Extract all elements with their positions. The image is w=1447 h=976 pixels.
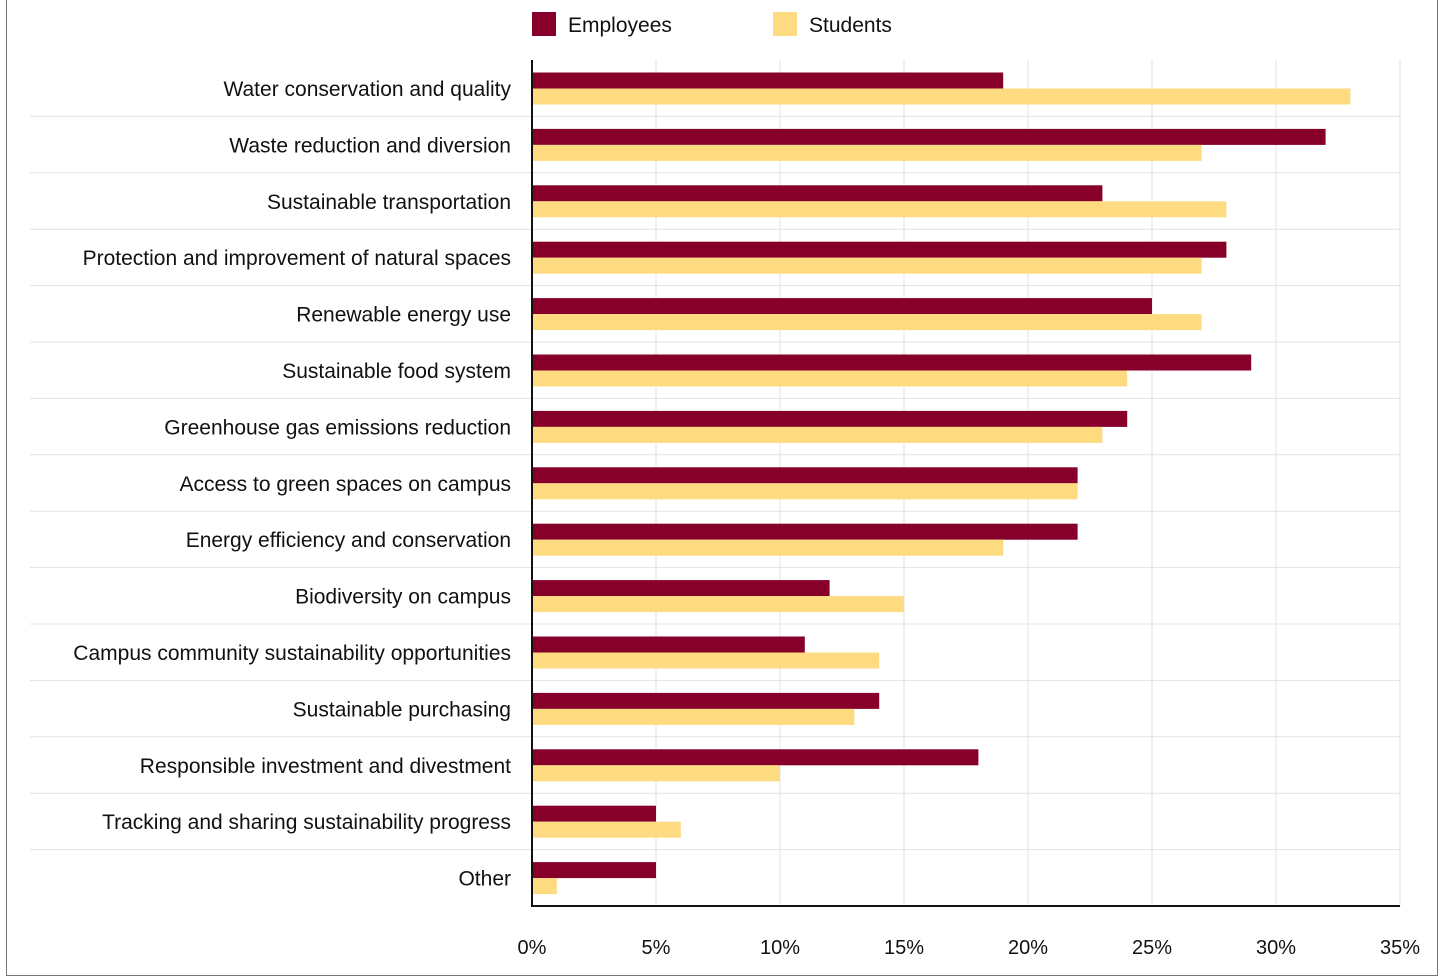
category-label: Campus community sustainability opportun… — [73, 642, 511, 665]
bar-students — [532, 652, 880, 669]
bar-students — [532, 765, 780, 782]
bar-students — [532, 201, 1227, 218]
legend-swatch — [532, 12, 556, 36]
bar-students — [532, 144, 1202, 161]
x-tick-label: 0% — [518, 937, 547, 959]
category-label: Tracking and sharing sustainability prog… — [102, 811, 511, 834]
x-tick-label: 15% — [884, 937, 924, 959]
category-labels: Water conservation and quality Waste redu… — [73, 78, 511, 891]
bar-employees — [532, 862, 656, 879]
bar-students — [532, 88, 1351, 105]
axes — [531, 60, 1400, 907]
bar-employees — [532, 72, 1004, 89]
category-label: Access to green spaces on campus — [179, 473, 511, 496]
x-tick-label: 30% — [1256, 937, 1296, 959]
bar-employees — [532, 805, 656, 822]
bar-employees — [532, 580, 830, 597]
bar-employees — [532, 467, 1078, 484]
x-tick-labels: 0% 5% 10% 15% 20% 25% 30% 35% — [518, 937, 1421, 959]
legend-label: Students — [809, 14, 892, 37]
bar-students — [532, 708, 855, 725]
category-label: Sustainable purchasing — [293, 698, 511, 721]
bar-employees — [532, 636, 805, 653]
category-label: Protection and improvement of natural sp… — [83, 247, 511, 270]
category-label: Waste reduction and diversion — [229, 134, 511, 157]
bar-employees — [532, 354, 1252, 371]
row-separators — [30, 115, 1400, 851]
bar-employees — [532, 749, 979, 766]
category-label: Responsible investment and divestment — [140, 755, 511, 778]
x-tick-label: 10% — [760, 937, 800, 959]
bar-students — [532, 878, 557, 895]
bar-students — [532, 821, 681, 838]
category-label: Sustainable transportation — [267, 191, 511, 214]
bar-employees — [532, 298, 1152, 315]
bar-students — [532, 483, 1078, 500]
x-tick-label: 35% — [1380, 937, 1420, 959]
category-label: Energy efficiency and conservation — [186, 529, 511, 552]
bar-employees — [532, 523, 1078, 540]
category-label: Greenhouse gas emissions reduction — [164, 416, 511, 439]
category-label: Sustainable food system — [282, 360, 511, 383]
bar-students — [532, 539, 1004, 556]
category-label: Renewable energy use — [296, 304, 511, 327]
bar-students — [532, 426, 1103, 443]
legend-label: Employees — [568, 14, 672, 37]
bar-employees — [532, 410, 1128, 427]
category-label: Biodiversity on campus — [295, 586, 511, 609]
bar-students — [532, 257, 1202, 274]
bar-employees — [532, 185, 1103, 202]
chart-legend: Employees Students — [532, 12, 892, 37]
bar-students — [532, 314, 1202, 331]
category-label: Water conservation and quality — [223, 78, 511, 101]
bar-students — [532, 370, 1128, 387]
x-tick-label: 25% — [1132, 937, 1172, 959]
legend-swatch — [773, 12, 797, 36]
x-tick-label: 5% — [642, 937, 671, 959]
x-tick-label: 20% — [1008, 937, 1048, 959]
bar-students — [532, 596, 904, 613]
bars — [532, 72, 1351, 895]
bar-employees — [532, 128, 1326, 145]
category-label: Other — [458, 868, 511, 891]
bar-employees — [532, 692, 880, 709]
bar-employees — [532, 241, 1227, 258]
